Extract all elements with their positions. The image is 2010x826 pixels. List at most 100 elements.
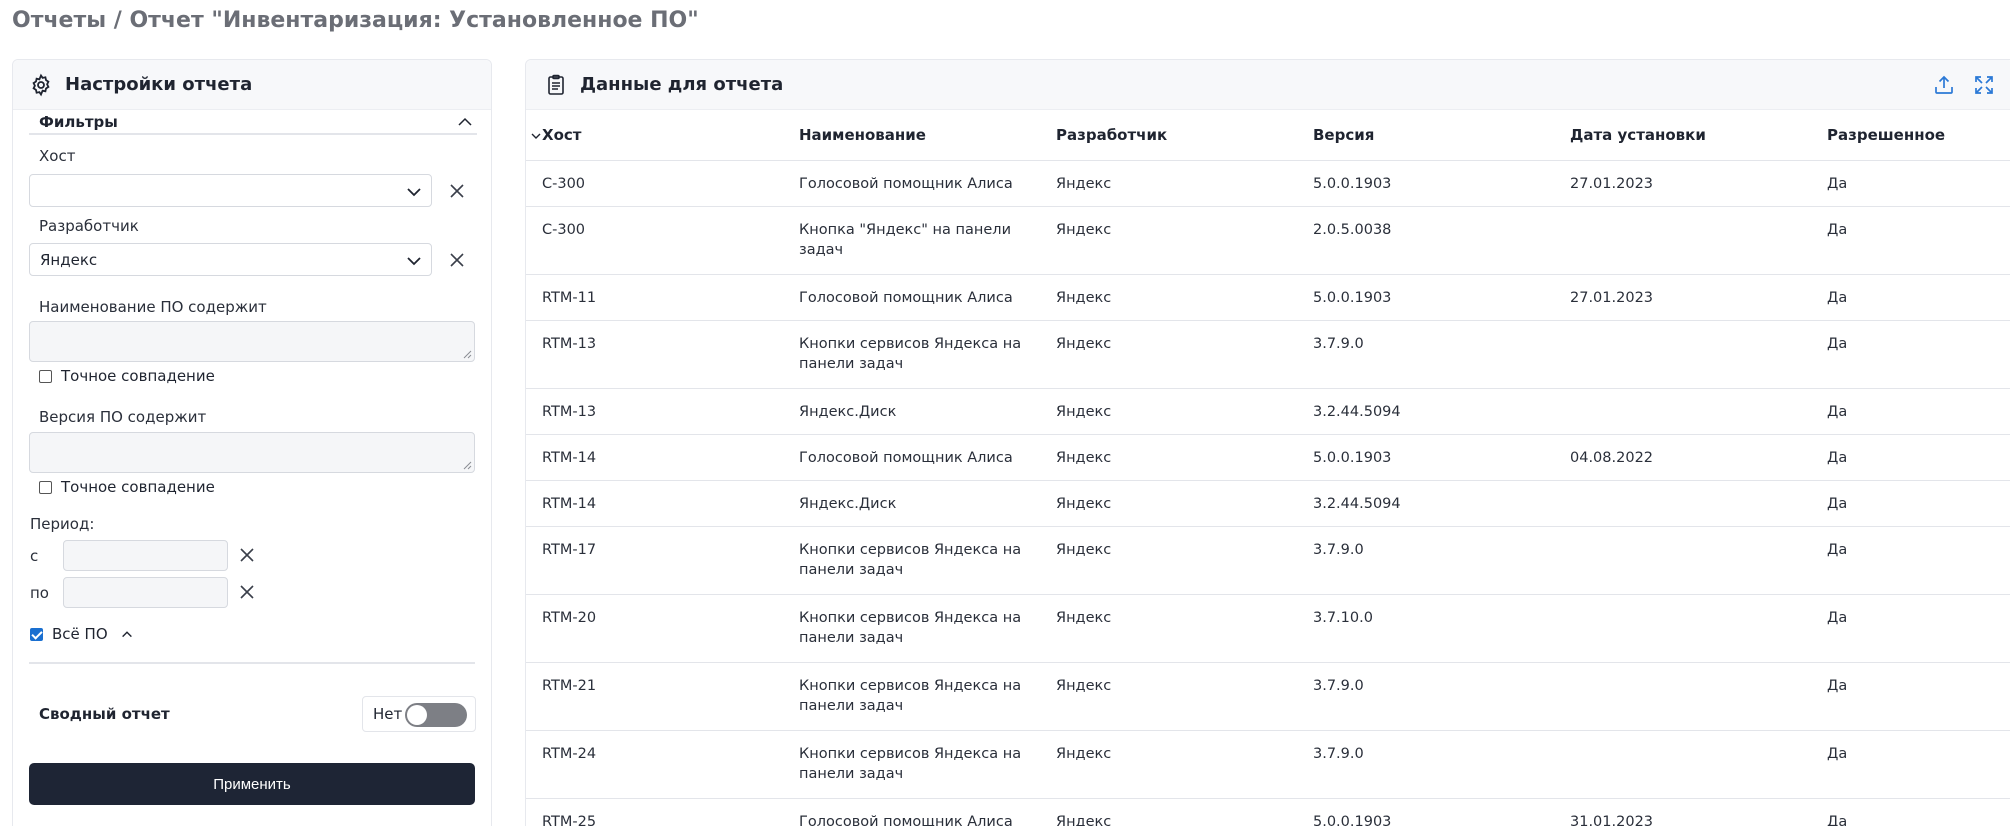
column-header-developer[interactable]: Разработчик <box>1056 126 1168 144</box>
page-title: Отчеты / Отчет "Инвентаризация: Установл… <box>12 8 699 33</box>
cell-allowed: Да <box>1827 678 1848 694</box>
cell-allowed: Да <box>1827 404 1848 420</box>
cell-version: 3.2.44.5094 <box>1313 404 1401 420</box>
upload-icon[interactable] <box>1932 73 1956 97</box>
column-header-name[interactable]: Наименование <box>799 126 926 144</box>
table-row[interactable]: RTM-13 Кнопки сервисов Яндекса на панели … <box>526 322 2010 389</box>
cell-version: 3.7.10.0 <box>1313 610 1373 626</box>
cell-allowed: Да <box>1827 610 1848 626</box>
period-to-label: по <box>30 584 49 602</box>
cell-version: 5.0.0.1903 <box>1313 176 1392 192</box>
cell-host: RTM-20 <box>542 610 597 626</box>
clear-host-icon[interactable] <box>447 181 467 201</box>
table-row[interactable]: RTM-14 Яндекс.Диск Яндекс 3.2.44.5094 Да <box>526 482 2010 527</box>
chevron-up-icon[interactable] <box>120 627 134 641</box>
table-row[interactable]: RTM-24 Кнопки сервисов Яндекса на панели … <box>526 732 2010 799</box>
table-header: Хост Наименование Разработчик Версия Дат… <box>526 110 2010 161</box>
period-label: Период: <box>30 515 95 533</box>
all-software-checkbox[interactable]: Всё ПО <box>30 625 134 643</box>
cell-host: RTM-24 <box>542 746 597 762</box>
cell-developer: Яндекс <box>1056 610 1112 626</box>
sort-chevron-icon[interactable] <box>530 130 542 142</box>
cell-allowed: Да <box>1827 222 1848 238</box>
cell-developer: Яндекс <box>1056 450 1112 466</box>
toggle-switch[interactable] <box>405 703 467 727</box>
software-name-input[interactable] <box>29 321 475 362</box>
cell-developer: Яндекс <box>1056 496 1112 512</box>
cell-name: Голосовой помощник Алиса <box>799 814 1013 826</box>
expand-icon[interactable] <box>1972 73 1996 97</box>
cell-version: 3.7.9.0 <box>1313 678 1364 694</box>
cell-host: RTM-17 <box>542 542 597 558</box>
cell-allowed: Да <box>1827 290 1848 306</box>
filters-section-toggle[interactable]: Фильтры <box>29 111 477 135</box>
toggle-state-label: Нет <box>373 705 403 723</box>
column-header-version[interactable]: Версия <box>1313 126 1375 144</box>
cell-install-date: 27.01.2023 <box>1570 176 1654 192</box>
cell-install-date: 04.08.2022 <box>1570 450 1654 466</box>
period-from-input[interactable] <box>63 540 228 571</box>
cell-allowed: Да <box>1827 542 1848 558</box>
exact-match-name-checkbox[interactable]: Точное совпадение <box>39 367 215 385</box>
settings-title: Настройки отчета <box>65 74 253 95</box>
checkbox-box[interactable] <box>30 627 43 641</box>
cell-name: Яндекс.Диск <box>799 496 897 512</box>
cell-developer: Яндекс <box>1056 542 1112 558</box>
table-row[interactable]: RTM-14 Голосовой помощник Алиса Яндекс 5.0.… <box>526 436 2010 481</box>
version-input[interactable] <box>29 432 475 473</box>
cell-name: Голосовой помощник Алиса <box>799 290 1013 306</box>
column-header-install-date[interactable]: Дата установки <box>1570 126 1706 144</box>
column-header-allowed[interactable]: Разрешенное <box>1827 126 1946 144</box>
period-to-input[interactable] <box>63 577 228 608</box>
checkbox-box[interactable] <box>39 369 52 383</box>
clear-from-icon[interactable] <box>237 545 257 565</box>
table-row[interactable]: RTM-21 Кнопки сервисов Яндекса на панели … <box>526 664 2010 731</box>
table-row[interactable]: RTM-25 Голосовой помощник Алиса Яндекс 5.0.… <box>526 800 2010 826</box>
table-row[interactable]: RTM-20 Кнопки сервисов Яндекса на панели … <box>526 596 2010 663</box>
column-header-host[interactable]: Хост <box>542 126 582 144</box>
cell-name: Кнопки сервисов Яндекса на панели задач <box>799 746 1022 782</box>
cell-version: 5.0.0.1903 <box>1313 450 1392 466</box>
clear-developer-icon[interactable] <box>447 250 467 270</box>
cell-allowed: Да <box>1827 496 1848 512</box>
resize-grip-icon[interactable] <box>463 461 472 470</box>
cell-name: Голосовой помощник Алиса <box>799 450 1013 466</box>
resize-grip-icon[interactable] <box>463 350 472 359</box>
chevron-down-icon <box>407 257 421 266</box>
developer-select[interactable]: Яндекс <box>29 243 432 276</box>
toggle-knob <box>407 705 427 725</box>
settings-header: Настройки отчета <box>13 60 491 110</box>
cell-version: 3.7.9.0 <box>1313 542 1364 558</box>
cell-developer: Яндекс <box>1056 222 1112 238</box>
checkbox-box[interactable] <box>39 480 52 494</box>
exact-match-version-checkbox[interactable]: Точное совпадение <box>39 478 215 496</box>
summary-report-toggle[interactable]: Нет <box>362 696 476 732</box>
cell-name: Кнопки сервисов Яндекса на панели задач <box>799 610 1022 646</box>
host-select[interactable] <box>29 174 432 207</box>
table-row[interactable]: RTM-13 Яндекс.Диск Яндекс 3.2.44.5094 Да <box>526 390 2010 435</box>
cell-host: RTM-21 <box>542 678 597 694</box>
table-row[interactable]: RTM-11 Голосовой помощник Алиса Яндекс 5.0.… <box>526 276 2010 321</box>
data-title: Данные для отчета <box>580 74 784 95</box>
filters-label: Фильтры <box>39 113 118 131</box>
cell-version: 3.7.9.0 <box>1313 746 1364 762</box>
table-row[interactable]: C-300 Голосовой помощник Алиса Яндекс 5.0.0… <box>526 162 2010 207</box>
exact-match-label: Точное совпадение <box>61 367 215 385</box>
header-actions <box>1932 73 1996 97</box>
version-label: Версия ПО содержит <box>39 408 207 426</box>
table-row[interactable]: C-300 Кнопка "Яндекс" на панели задач Янде… <box>526 208 2010 275</box>
cell-host: RTM-13 <box>542 336 597 352</box>
chevron-up-icon[interactable] <box>457 114 473 130</box>
cell-name: Голосовой помощник Алиса <box>799 176 1013 192</box>
cell-allowed: Да <box>1827 746 1848 762</box>
gear-icon <box>32 73 50 96</box>
cell-developer: Яндекс <box>1056 746 1112 762</box>
cell-allowed: Да <box>1827 176 1848 192</box>
cell-name: Кнопки сервисов Яндекса на панели задач <box>799 678 1022 714</box>
cell-install-date: 31.01.2023 <box>1570 814 1654 826</box>
apply-button[interactable]: Применить <box>29 763 475 805</box>
table-row[interactable]: RTM-17 Кнопки сервисов Яндекса на панели … <box>526 528 2010 595</box>
clear-to-icon[interactable] <box>237 582 257 602</box>
host-label: Хост <box>39 147 76 165</box>
cell-developer: Яндекс <box>1056 290 1112 306</box>
